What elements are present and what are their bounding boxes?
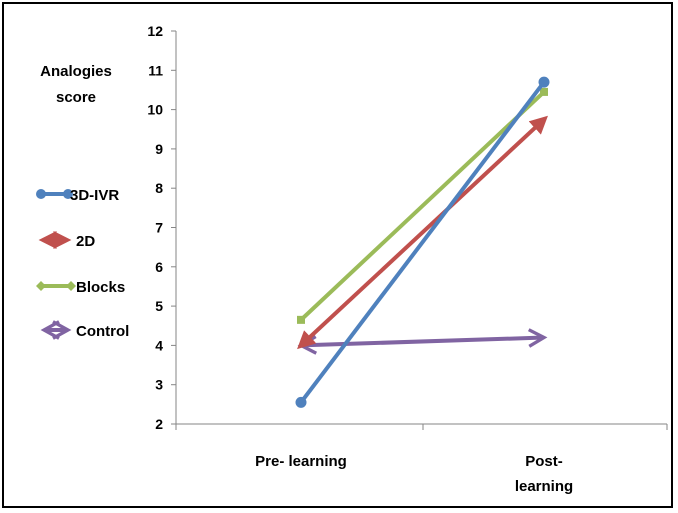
data-point-blocks	[297, 315, 305, 324]
y-tick-label: 10	[147, 102, 163, 118]
y-axis-label-line-2: score	[56, 89, 96, 106]
y-tick-label: 8	[155, 180, 163, 196]
y-axis-label-line-1: Analogies	[40, 63, 112, 80]
y-tick-label: 12	[147, 23, 163, 39]
legend-label-3d-ivr: 3D-IVR	[70, 187, 119, 204]
y-tick-label: 4	[155, 337, 163, 353]
x-tick-label: Pre- learning	[255, 453, 347, 470]
y-tick-label: 9	[155, 141, 163, 157]
legend-item-control: Control	[44, 323, 129, 340]
legend-marker-blocks	[36, 281, 46, 291]
legend-item-3d-ivr: 3D-IVR	[36, 187, 119, 204]
legend-label-control: Control	[76, 323, 129, 340]
legend-label-blocks: Blocks	[76, 279, 125, 296]
data-point-blocks	[540, 87, 548, 96]
y-tick-label: 3	[155, 377, 163, 393]
series-line-control	[301, 338, 544, 346]
y-tick-label: 5	[155, 298, 163, 314]
legend-item-2d: 2D	[38, 231, 95, 250]
legend-label-2d: 2D	[76, 233, 95, 250]
y-tick-label: 6	[155, 259, 163, 275]
y-tick-label: 7	[155, 220, 163, 236]
x-tick-label: Post-learning	[515, 453, 573, 495]
series-line-blocks	[299, 90, 546, 322]
y-axis-label: Analogies score	[40, 63, 112, 106]
y-tick-label: 2	[155, 416, 163, 432]
chart-frame: 2 3 4 5 6 7 8 9 10 11 12 Pre- learning Post-learning…	[2, 2, 673, 508]
legend-marker-3d-ivr-end	[63, 189, 73, 199]
data-point-3d-ivr	[538, 76, 550, 88]
axes: 2 3 4 5 6 7 8 9 10 11 12 Pre- learning Post-learning	[147, 23, 668, 495]
legend-item-blocks: Blocks	[36, 279, 125, 296]
series-lines	[295, 76, 550, 408]
series-line-2d	[297, 115, 548, 350]
legend-marker-blocks-end	[66, 281, 76, 291]
data-point-3d-ivr	[295, 396, 307, 408]
line-chart: 2 3 4 5 6 7 8 9 10 11 12 Pre- learning Post-learning…	[36, 23, 668, 495]
legend: 3D-IVR 2D Blocks Control	[36, 187, 129, 340]
y-tick-label: 11	[148, 62, 163, 78]
series-line-3d-ivr	[299, 80, 546, 404]
legend-marker-3d-ivr	[36, 189, 46, 199]
